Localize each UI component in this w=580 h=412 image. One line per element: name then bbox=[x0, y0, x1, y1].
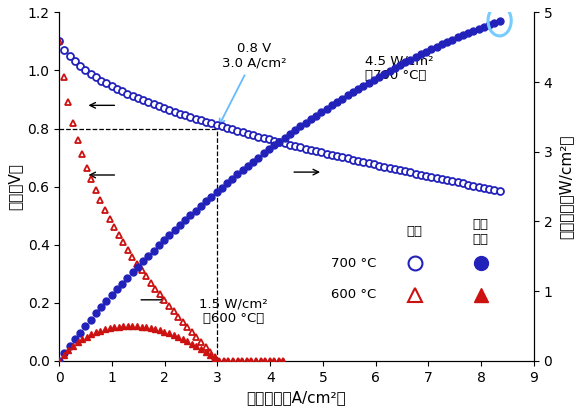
X-axis label: 電流密度（A/cm²）: 電流密度（A/cm²） bbox=[246, 390, 346, 405]
Y-axis label: 電圧（V）: 電圧（V） bbox=[7, 163, 22, 210]
Text: 0.8 V
3.0 A/cm²: 0.8 V 3.0 A/cm² bbox=[220, 42, 287, 124]
Y-axis label: 出力密度（W/cm²）: 出力密度（W/cm²） bbox=[558, 134, 573, 239]
Text: 1.5 W/cm²
（600 °C）: 1.5 W/cm² （600 °C） bbox=[199, 297, 267, 325]
Text: 4.5 W/cm²
（700 °C）: 4.5 W/cm² （700 °C） bbox=[365, 54, 434, 82]
